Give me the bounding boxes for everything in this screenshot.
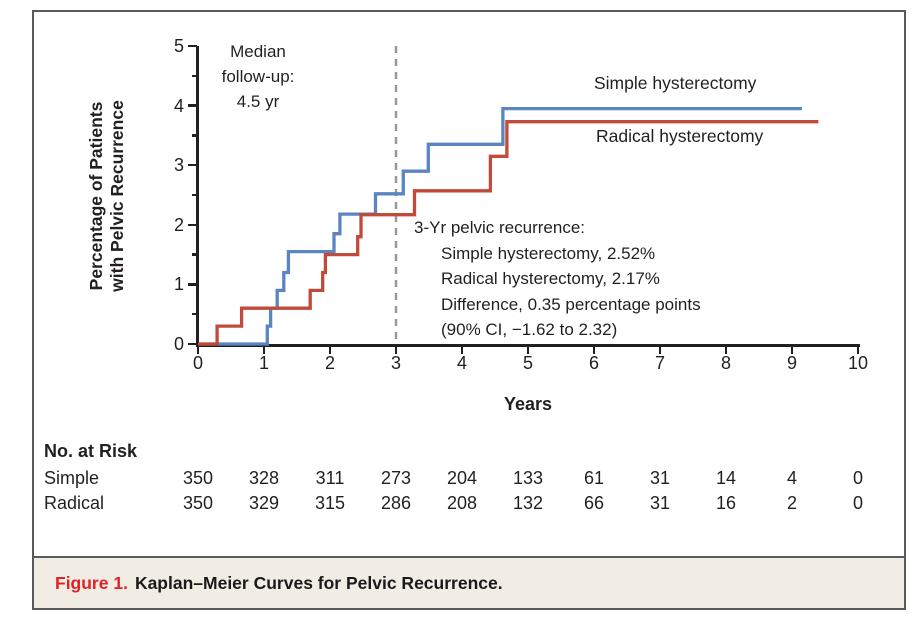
x-tick-label: 10 <box>847 353 869 373</box>
y-tick-label: 4 <box>173 95 184 116</box>
risk-value-simple-yr9: 4 <box>786 468 797 488</box>
risk-value-radical-yr2: 315 <box>314 493 346 513</box>
x-axis-line <box>196 344 860 347</box>
x-tick <box>328 346 332 354</box>
median-line2: follow-up: <box>221 67 295 86</box>
risk-value-simple-yr0: 350 <box>182 468 214 488</box>
simple-curve-label: Simple hysterectomy <box>594 73 757 93</box>
y-tick-label: 5 <box>173 36 184 56</box>
figure-caption-band: Figure 1. Kaplan–Meier Curves for Pelvic… <box>34 556 904 608</box>
y-tick-major <box>188 223 197 227</box>
x-tick-label: 1 <box>258 353 269 373</box>
x-tick <box>724 346 728 354</box>
risk-table-header: No. at Risk <box>44 441 138 461</box>
risk-value-radical-yr0: 350 <box>182 493 214 513</box>
risk-value-radical-yr4: 208 <box>446 493 478 513</box>
risk-value-radical-yr9: 2 <box>786 493 797 513</box>
x-tick-label: 8 <box>720 353 731 373</box>
figure-caption-title: Kaplan–Meier Curves for Pelvic Recurrenc… <box>134 572 503 593</box>
risk-value-radical-yr7: 31 <box>649 493 671 513</box>
x-tick-label: 3 <box>390 353 401 373</box>
risk-value-simple-yr1: 328 <box>248 468 280 488</box>
x-tick <box>592 346 596 354</box>
stats-title: 3-Yr pelvic recurrence: <box>414 218 586 237</box>
y-tick-major <box>188 163 197 167</box>
risk-row-label-radical: Radical <box>44 493 105 513</box>
km-plot-area <box>198 46 819 346</box>
radical-hysterectomy-curve <box>198 120 819 346</box>
x-tick-label: 5 <box>522 353 533 373</box>
x-tick <box>394 346 398 354</box>
median-line3: 4.5 yr <box>236 92 280 111</box>
y-axis-title-line1: Percentage of Patients <box>86 101 106 291</box>
stats-radical: Radical hysterectomy, 2.17% <box>441 269 660 288</box>
x-tick <box>262 346 266 354</box>
stats-ci: (90% CI, −1.62 to 2.32) <box>441 320 618 339</box>
x-tick <box>460 346 464 354</box>
stats-simple: Simple hysterectomy, 2.52% <box>441 243 656 263</box>
x-tick <box>856 346 860 354</box>
x-tick <box>658 346 662 354</box>
risk-value-radical-yr8: 16 <box>715 493 737 513</box>
x-tick <box>196 346 200 354</box>
x-tick <box>790 346 794 354</box>
recurrence-stats-annotation: 3-Yr pelvic recurrence: Simple hysterect… <box>414 215 701 343</box>
y-tick-minor <box>192 253 197 256</box>
y-tick-label: 0 <box>173 334 184 354</box>
risk-value-radical-yr6: 66 <box>583 493 605 513</box>
x-tick-label: 0 <box>192 353 203 373</box>
x-tick-label: 2 <box>324 353 335 373</box>
x-axis-title: Years <box>503 394 553 414</box>
y-tick-label: 3 <box>173 155 184 176</box>
risk-value-simple-yr10: 0 <box>852 468 863 488</box>
y-tick-label: 2 <box>173 214 184 235</box>
y-axis-title-line2: with Pelvic Recurrence <box>107 100 127 292</box>
y-tick-minor <box>192 74 197 78</box>
risk-value-simple-yr2: 311 <box>315 468 345 488</box>
x-tick-label: 6 <box>588 353 599 373</box>
risk-value-simple-yr6: 61 <box>583 468 605 488</box>
risk-value-simple-yr4: 204 <box>446 468 478 488</box>
figure-caption-label: Figure 1. <box>55 572 128 593</box>
risk-value-simple-yr3: 273 <box>380 468 412 488</box>
stats-difference: Difference, 0.35 percentage points <box>441 294 701 314</box>
risk-value-radical-yr3: 286 <box>380 493 412 513</box>
x-tick <box>526 346 530 354</box>
risk-value-simple-yr7: 31 <box>649 468 671 488</box>
median-followup-annotation: Median follow-up: 4.5 yr <box>205 39 311 114</box>
y-tick-major <box>188 342 197 346</box>
median-line1: Median <box>230 42 286 61</box>
y-tick-major <box>188 44 197 48</box>
x-tick-label: 9 <box>786 353 797 373</box>
risk-value-radical-yr10: 0 <box>852 493 863 513</box>
risk-value-simple-yr5: 133 <box>512 468 544 488</box>
y-tick-major <box>188 283 197 286</box>
risk-row-label-simple: Simple <box>44 468 100 488</box>
radical-curve-label: Radical hysterectomy <box>596 126 764 146</box>
risk-value-simple-yr8: 14 <box>715 468 737 488</box>
y-axis-title: Percentage of Patients with Pelvic Recur… <box>86 36 130 356</box>
y-tick-major <box>188 104 197 107</box>
y-tick-label: 1 <box>173 274 184 295</box>
x-tick-label: 7 <box>654 353 665 373</box>
x-tick-label: 4 <box>456 353 467 373</box>
y-tick-minor <box>192 134 197 137</box>
y-axis-line <box>196 46 199 347</box>
risk-value-radical-yr1: 329 <box>248 493 280 513</box>
risk-value-radical-yr5: 132 <box>512 493 544 513</box>
y-tick-minor <box>192 312 197 316</box>
y-tick-minor <box>192 193 197 197</box>
simple-hysterectomy-curve <box>198 106 802 346</box>
